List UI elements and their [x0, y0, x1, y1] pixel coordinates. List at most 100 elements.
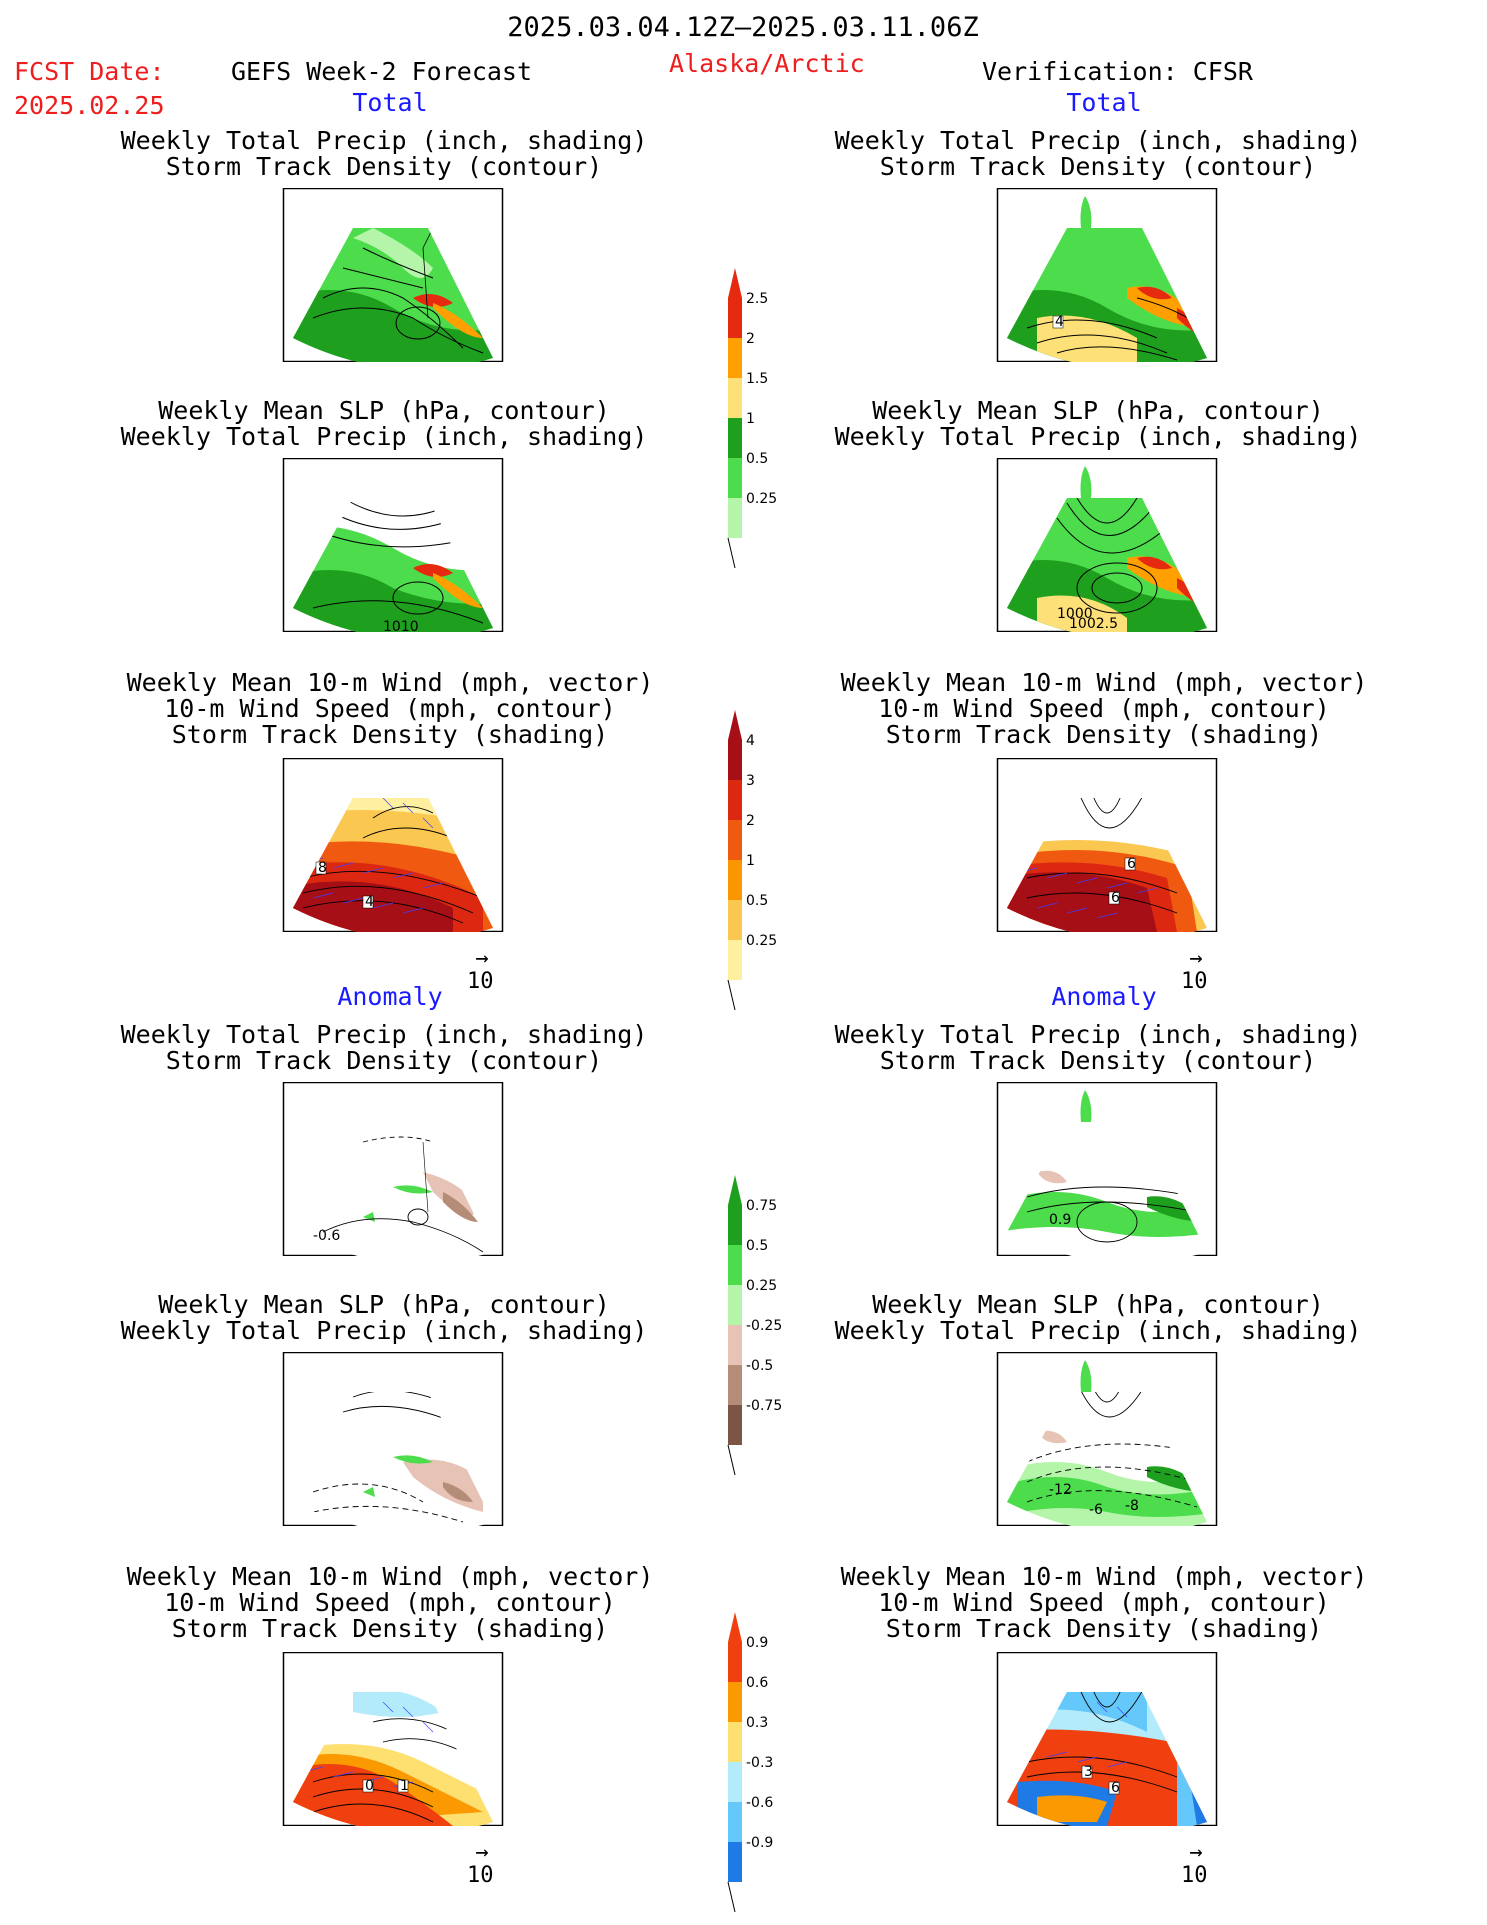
colorbar-label: 1.5: [746, 371, 768, 387]
section-total-left: Total: [352, 88, 428, 117]
colorbar-swatch: [728, 900, 742, 940]
colorbar-label: 0.75: [746, 1198, 777, 1214]
contour-label: 6: [1111, 1780, 1120, 1796]
colorbar-label: 0.25: [746, 933, 777, 949]
colorbar-swatch: [728, 740, 742, 780]
colorbar-swatch: [728, 498, 742, 538]
title-wind-track-anom-right: Weekly Mean 10-m Wind (mph, vector) 10-m …: [840, 1562, 1368, 1643]
verification-title: Verification: CFSR: [982, 57, 1253, 86]
contour-label: 6: [1127, 856, 1136, 872]
colorbar-swatch: [728, 1762, 742, 1802]
colorbar-swatch: [728, 418, 742, 458]
colorbar-swatch: [728, 1722, 742, 1762]
colorbar-precip-anomaly: 0.75 0.5 0.25 -0.25 -0.5 -0.75: [727, 1175, 782, 1476]
contour-label: 1000: [1057, 606, 1093, 622]
vector-ref-arrow: →: [475, 1840, 489, 1865]
map-slp-precip-anom-right: -12 -6 -8: [996, 1352, 1218, 1526]
colorbar-label: 0.5: [746, 893, 768, 909]
colorbar-swatch: [728, 1842, 742, 1882]
title-slp-precip-anom-left: Weekly Mean SLP (hPa, contour) Weekly Tot…: [120, 1290, 648, 1345]
fcst-label: FCST Date:: [14, 57, 165, 86]
colorbar-swatch: [728, 1682, 742, 1722]
map-precip-track-total-left: [282, 188, 504, 362]
vector-ref-label: 10: [1181, 969, 1208, 994]
colorbar-label: 0.25: [746, 491, 777, 507]
colorbar-label: 1: [746, 411, 755, 427]
map-precip-track-anom-left: -0.6: [282, 1082, 504, 1256]
colorbar-precip-total: 2.5 2 1.5 1 0.5 0.25: [727, 268, 777, 569]
contour-label: -8: [1125, 1498, 1139, 1514]
map-wind-track-total-left: 8 4: [282, 758, 504, 932]
map-precip-track-anom-right: 0.9: [996, 1082, 1218, 1256]
colorbar-label: -0.9: [746, 1835, 773, 1851]
colorbar-top-arrow: [728, 1612, 742, 1642]
contour-label: 1010: [383, 619, 419, 632]
contour-label: 8: [318, 860, 327, 876]
colorbar-swatch: [728, 1405, 742, 1445]
title-slp-precip-total-right: Weekly Mean SLP (hPa, contour) Weekly Tot…: [834, 396, 1362, 451]
map-wind-track-total-right: 6 6: [996, 758, 1218, 932]
colorbar-top-arrow: [728, 1175, 742, 1205]
vector-ref-label: 10: [467, 1863, 494, 1888]
model-title: GEFS Week-2 Forecast: [231, 57, 533, 86]
colorbar-label: -0.6: [746, 1795, 773, 1811]
colorbar-label: 0.6: [746, 1675, 768, 1691]
map-slp-precip-total-right: 1000 1002.5: [996, 458, 1218, 632]
colorbar-swatch: [728, 1325, 742, 1365]
contour-label: -6: [1089, 1502, 1103, 1518]
map-wind-track-anom-right: 3 6: [996, 1652, 1218, 1826]
colorbar-swatch: [728, 860, 742, 900]
colorbar-swatch: [728, 940, 742, 980]
colorbar-swatch: [728, 820, 742, 860]
map-slp-precip-anom-left: [282, 1352, 504, 1526]
colorbar-bottom-tail: [727, 537, 736, 569]
colorbar-swatch: [728, 1205, 742, 1245]
colorbar-label: 0.9: [746, 1635, 768, 1651]
section-anomaly-left: Anomaly: [337, 982, 443, 1011]
map-wind-track-anom-left: 0 1: [282, 1652, 504, 1826]
colorbar-swatch: [728, 780, 742, 820]
title-precip-track-total-left: Weekly Total Precip (inch, shading) Storm…: [120, 126, 648, 181]
colorbar-label: 2.5: [746, 291, 768, 307]
colorbar-swatch: [728, 458, 742, 498]
region-title: Alaska/Arctic: [669, 49, 865, 78]
section-total-right: Total: [1066, 88, 1142, 117]
colorbar-swatch: [728, 338, 742, 378]
colorbar-bottom-tail: [727, 1881, 736, 1913]
colorbar-label: 3: [746, 773, 755, 789]
colorbar-swatch: [728, 1642, 742, 1682]
colorbar-track-density-total: 4 3 2 1 0.5 0.25: [727, 710, 777, 1011]
colorbar-swatch: [728, 378, 742, 418]
colorbar-label: 0.25: [746, 1278, 777, 1294]
contour-label: 3: [1084, 1764, 1093, 1780]
colorbar-label: 1: [746, 853, 755, 869]
colorbar-bottom-tail: [727, 1444, 736, 1476]
colorbar-swatch: [728, 298, 742, 338]
colorbar-label: -0.25: [746, 1318, 782, 1334]
contour-label: 4: [365, 894, 374, 910]
colorbar-label: -0.75: [746, 1398, 782, 1414]
colorbar-label: 4: [746, 733, 755, 749]
colorbar-track-density-anomaly: 0.9 0.6 0.3 -0.3 -0.6 -0.9: [727, 1612, 773, 1913]
period-title: 2025.03.04.12Z–2025.03.11.06Z: [507, 12, 979, 43]
map-slp-precip-total-left: 1010: [282, 458, 504, 632]
contour-label: 1002.5: [1069, 616, 1118, 632]
title-slp-precip-total-left: Weekly Mean SLP (hPa, contour) Weekly Tot…: [120, 396, 648, 451]
colorbar-swatch: [728, 1802, 742, 1842]
colorbar-label: 2: [746, 813, 755, 829]
colorbar-swatch: [728, 1365, 742, 1405]
title-precip-track-anom-left: Weekly Total Precip (inch, shading) Storm…: [120, 1020, 648, 1075]
contour-label: 1: [400, 1778, 409, 1794]
colorbar-label: -0.3: [746, 1755, 773, 1771]
vector-ref-arrow: →: [475, 946, 489, 971]
fcst-date: 2025.02.25: [14, 91, 165, 120]
section-anomaly-right: Anomaly: [1051, 982, 1157, 1011]
map-precip-track-total-right: 4: [996, 188, 1218, 362]
colorbar-swatch: [728, 1285, 742, 1325]
vector-ref-label: 10: [1181, 1863, 1208, 1888]
title-precip-track-total-right: Weekly Total Precip (inch, shading) Storm…: [834, 126, 1362, 181]
colorbar-label: -0.5: [746, 1358, 773, 1374]
contour-label: 0: [365, 1778, 374, 1794]
contour-label: 6: [1111, 890, 1120, 906]
vector-ref-arrow: →: [1189, 946, 1203, 971]
